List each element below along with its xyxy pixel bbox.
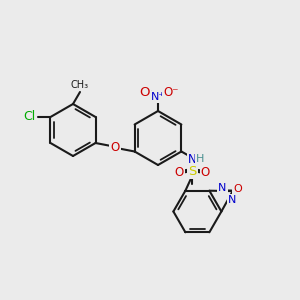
Text: N: N bbox=[218, 183, 227, 193]
Text: H: H bbox=[196, 154, 205, 164]
Text: N⁺: N⁺ bbox=[151, 92, 165, 102]
Text: O: O bbox=[175, 166, 184, 179]
Text: O: O bbox=[233, 184, 242, 194]
Text: CH₃: CH₃ bbox=[71, 80, 89, 90]
Text: O⁻: O⁻ bbox=[163, 85, 179, 98]
Text: S: S bbox=[188, 165, 196, 178]
Text: O: O bbox=[140, 85, 150, 98]
Text: N: N bbox=[228, 195, 236, 205]
Text: Cl: Cl bbox=[23, 110, 36, 124]
Text: O: O bbox=[110, 141, 120, 154]
Text: O: O bbox=[201, 166, 210, 179]
Text: N: N bbox=[188, 153, 197, 166]
